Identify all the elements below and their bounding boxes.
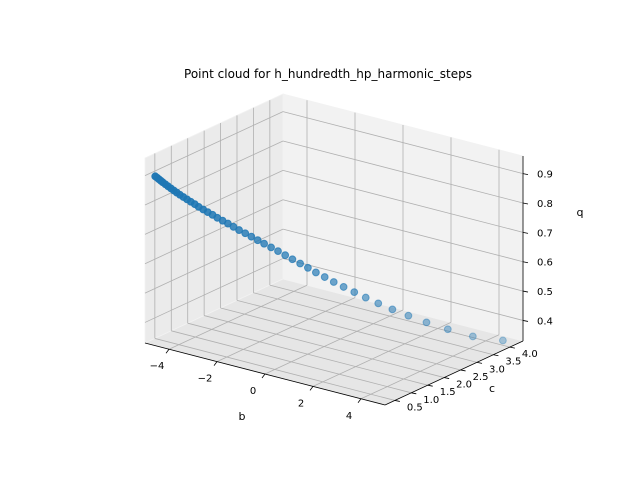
data-point xyxy=(253,236,262,245)
z-tick-mark xyxy=(522,261,529,264)
y-tick-mark xyxy=(394,400,400,402)
z-grid-back xyxy=(282,111,524,175)
x-tick-label: −4 xyxy=(150,361,165,372)
data-point xyxy=(281,251,290,260)
y-tick-label: 3.5 xyxy=(505,357,521,368)
x-tick-mark xyxy=(261,373,266,379)
data-point xyxy=(339,283,348,291)
x-tick-label: 2 xyxy=(298,398,304,409)
z-tick-mark xyxy=(522,320,529,322)
y-grid-floor xyxy=(154,338,395,401)
z-grid-left xyxy=(144,140,284,206)
z-tick-label: 0.4 xyxy=(537,316,553,327)
z-grid-back xyxy=(282,199,524,263)
z-grid-left xyxy=(144,199,284,265)
x-grid-floor xyxy=(360,334,500,400)
x-grid-floor xyxy=(216,297,356,362)
x-tick-mark xyxy=(213,361,218,366)
y-grid-floor xyxy=(171,330,412,394)
data-point xyxy=(274,247,282,256)
data-point xyxy=(260,239,269,248)
x-tick-mark xyxy=(357,398,362,404)
chart-title: Point cloud for h_hundredth_hp_harmonic_… xyxy=(184,67,472,81)
data-point xyxy=(296,259,305,268)
z-tick-label: 0.9 xyxy=(537,170,553,181)
y-tick-label: 3.0 xyxy=(489,364,505,375)
data-point xyxy=(374,299,383,308)
x-grid-floor xyxy=(312,322,452,387)
z-tick-label: 0.6 xyxy=(537,258,553,269)
y-tick-mark xyxy=(476,361,483,364)
data-point xyxy=(267,243,275,252)
z-tick-mark xyxy=(522,231,529,234)
data-point xyxy=(329,278,338,286)
z-tick-label: 0.5 xyxy=(537,287,553,298)
x-grid-floor xyxy=(168,284,308,350)
y-grid-floor xyxy=(220,307,461,371)
z-grid-back xyxy=(282,169,524,233)
x-axis-label: b xyxy=(239,410,246,423)
x-tick-label: −2 xyxy=(198,374,213,385)
z-grid-back xyxy=(282,140,524,204)
data-point xyxy=(229,222,238,231)
z-tick-mark xyxy=(522,290,529,293)
z-tick-label: 0.8 xyxy=(537,199,553,210)
data-point xyxy=(303,263,312,272)
y-grid-floor xyxy=(204,315,445,378)
y-tick-label: 1.0 xyxy=(423,395,439,406)
z-grid-left xyxy=(144,169,284,235)
x-tick-mark xyxy=(309,386,314,391)
y-axis-label: c xyxy=(489,382,495,395)
z-grid-back xyxy=(282,228,524,292)
z-tick-mark xyxy=(522,202,529,205)
data-point xyxy=(498,336,507,345)
y-tick-mark xyxy=(509,346,515,349)
y-grid-floor xyxy=(236,299,478,363)
data-point xyxy=(404,311,413,320)
data-point xyxy=(241,229,250,238)
y-grid-floor xyxy=(253,292,494,356)
z-axis-label: q xyxy=(577,206,584,219)
y-grid-floor xyxy=(187,322,428,386)
y-tick-mark xyxy=(411,392,417,395)
z-grid-left xyxy=(144,111,284,176)
y-tick-label: 2.5 xyxy=(473,372,489,383)
y-tick-label: 0.5 xyxy=(407,402,423,413)
y-tick-mark xyxy=(460,369,466,372)
x-grid-floor xyxy=(264,309,404,375)
y-tick-mark xyxy=(427,384,433,387)
grid-lines xyxy=(144,100,524,401)
axes-panes xyxy=(143,93,525,406)
scatter-points xyxy=(151,172,507,345)
data-point xyxy=(388,305,397,314)
data-point xyxy=(422,318,431,327)
data-point xyxy=(288,255,297,264)
data-point xyxy=(235,226,243,234)
tick-labels: −4−20240.51.01.52.02.53.03.54.00.40.50.6… xyxy=(150,170,553,422)
data-point xyxy=(247,232,256,241)
data-point xyxy=(320,273,329,281)
y-tick-label: 4.0 xyxy=(522,349,538,360)
y-tick-mark xyxy=(493,354,499,357)
y-grid-floor xyxy=(269,284,510,348)
data-point xyxy=(151,172,160,181)
y-axis-line xyxy=(384,340,524,406)
z-tick-label: 0.7 xyxy=(537,228,553,239)
data-point xyxy=(468,332,477,341)
data-point xyxy=(350,288,359,297)
z-tick-mark xyxy=(522,173,529,176)
x-tick-label: 4 xyxy=(346,411,352,422)
z-grid-left xyxy=(144,258,284,323)
x-tick-mark xyxy=(165,348,170,354)
x-tick-label: 0 xyxy=(250,386,256,397)
data-point xyxy=(443,325,452,334)
y-tick-mark xyxy=(444,377,450,379)
y-tick-label: 1.5 xyxy=(440,387,456,398)
z-grid-back xyxy=(282,258,524,321)
data-point xyxy=(361,293,370,302)
data-point xyxy=(311,268,320,277)
y-tick-label: 2.0 xyxy=(456,380,472,391)
